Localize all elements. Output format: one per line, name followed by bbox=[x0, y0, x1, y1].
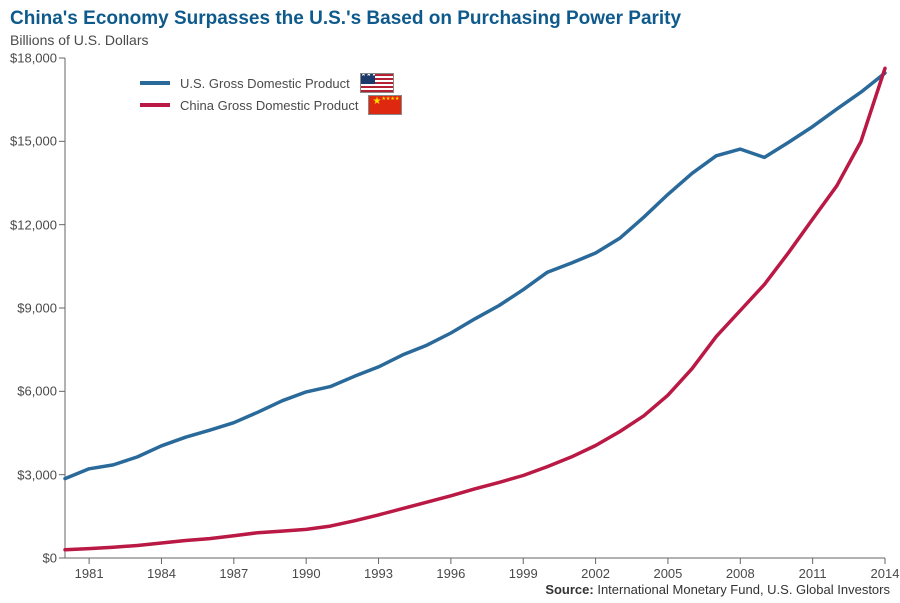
chart-subtitle: Billions of U.S. Dollars bbox=[10, 32, 149, 48]
series-us_gdp bbox=[65, 73, 885, 479]
plot-area: U.S. Gross Domestic Product ★★★★★★China G… bbox=[65, 58, 885, 558]
x-tick-label: 1987 bbox=[219, 566, 248, 581]
y-tick-label: $18,000 bbox=[0, 51, 57, 66]
china-flag-icon: ★★★★★ bbox=[368, 95, 402, 115]
source-text: International Monetary Fund, U.S. Global… bbox=[597, 582, 890, 597]
y-tick-label: $0 bbox=[0, 551, 57, 566]
x-tick-label: 1990 bbox=[292, 566, 321, 581]
y-tick-label: $12,000 bbox=[0, 217, 57, 232]
x-tick-label: 2008 bbox=[726, 566, 755, 581]
y-tick-label: $3,000 bbox=[0, 467, 57, 482]
legend-swatch bbox=[140, 103, 170, 107]
chart-container: China's Economy Surpasses the U.S.'s Bas… bbox=[0, 0, 900, 603]
chart-svg bbox=[65, 58, 885, 558]
source-label: Source: bbox=[545, 582, 593, 597]
y-tick-label: $9,000 bbox=[0, 301, 57, 316]
x-tick-label: 1981 bbox=[75, 566, 104, 581]
y-tick-label: $15,000 bbox=[0, 134, 57, 149]
x-tick-label: 2014 bbox=[871, 566, 900, 581]
x-tick-label: 2005 bbox=[653, 566, 682, 581]
legend-swatch bbox=[140, 81, 170, 85]
x-tick-label: 1999 bbox=[509, 566, 538, 581]
y-tick-label: $6,000 bbox=[0, 384, 57, 399]
us-flag-icon: ★★★★★★ bbox=[360, 73, 394, 93]
legend-label: China Gross Domestic Product bbox=[180, 98, 358, 113]
series-china_gdp bbox=[65, 68, 885, 549]
chart-title: China's Economy Surpasses the U.S.'s Bas… bbox=[10, 8, 681, 30]
x-tick-label: 2002 bbox=[581, 566, 610, 581]
legend-row-us_gdp: U.S. Gross Domestic Product ★★★★★★ bbox=[140, 72, 402, 94]
legend: U.S. Gross Domestic Product ★★★★★★China G… bbox=[140, 72, 402, 116]
source-line: Source: International Monetary Fund, U.S… bbox=[545, 582, 890, 597]
legend-row-china_gdp: China Gross Domestic Product ★★★★★ bbox=[140, 94, 402, 116]
x-tick-label: 1984 bbox=[147, 566, 176, 581]
x-tick-label: 2011 bbox=[799, 566, 827, 581]
x-tick-label: 1996 bbox=[436, 566, 465, 581]
x-tick-label: 1993 bbox=[364, 566, 393, 581]
legend-label: U.S. Gross Domestic Product bbox=[180, 76, 350, 91]
